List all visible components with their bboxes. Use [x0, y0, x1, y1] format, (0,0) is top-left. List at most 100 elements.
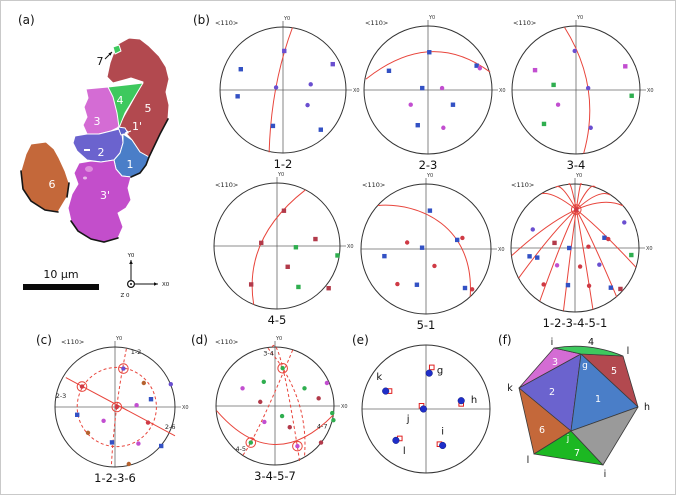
- pole-point: [567, 245, 572, 251]
- circled-pole: [118, 363, 129, 374]
- arc-label: 3-4: [263, 349, 274, 357]
- pole-point: [530, 227, 535, 232]
- pole-point: [285, 264, 290, 269]
- pole-point: [141, 380, 146, 386]
- pole-point: [262, 419, 267, 425]
- pf-caption: 1-2: [274, 157, 293, 171]
- face-gray: [570, 406, 639, 466]
- pole-point: [318, 127, 323, 132]
- common-axis-plot: g k h j l i: [361, 344, 491, 474]
- pole-point: [240, 386, 245, 391]
- pf-caption: 4-5: [268, 313, 287, 327]
- vertex-label-k: k: [507, 383, 513, 394]
- pole-point: [427, 50, 432, 55]
- circled-pole: [245, 437, 257, 448]
- pole-point: [235, 94, 240, 99]
- pole-point: [541, 282, 546, 287]
- pf-caption: 1-2-3-4-5-1: [543, 316, 608, 330]
- pf-caption: 3-4-5-7: [254, 469, 296, 483]
- grain-callout: 7: [97, 55, 104, 68]
- axis-point-label-k: k: [376, 372, 382, 383]
- pf-caption: 2-3: [419, 158, 438, 172]
- vertex-label-h: h: [644, 402, 650, 413]
- grain-boundary-dark: [20, 170, 59, 213]
- panel-label-f: (f): [498, 333, 512, 347]
- pole-point: [586, 283, 592, 288]
- pole-point: [382, 253, 387, 259]
- axis-label-x0: X0: [162, 282, 170, 288]
- stereonet-circle: [213, 182, 341, 310]
- vertex-label-i: i: [604, 469, 607, 480]
- face-label-7: 7: [574, 448, 580, 459]
- arc-label: 4-5: [235, 445, 246, 453]
- pole-figure-1-2-3-4-5-1: Y0 X0 <110> 1-2-3-4-5-1: [510, 173, 653, 330]
- axis-point-h: [457, 397, 465, 405]
- grain-7: [112, 44, 122, 55]
- circled-pole: [570, 204, 582, 215]
- pole-point: [527, 254, 532, 259]
- pole-point: [419, 245, 425, 250]
- stereonet-circle: [363, 25, 493, 155]
- misorientation-arc: [242, 349, 294, 456]
- circled-pole: [277, 362, 288, 374]
- pole-point: [623, 64, 628, 69]
- vertex-label-g: g: [582, 361, 588, 371]
- grain-3p: [67, 159, 132, 243]
- face-label-1: 1: [595, 394, 601, 405]
- pole-point: [608, 285, 614, 290]
- stereonet-circle: [215, 346, 335, 466]
- pole-point: [295, 443, 300, 449]
- pole-point: [168, 382, 173, 387]
- pole-point: [597, 262, 602, 267]
- pole-point: [145, 420, 151, 425]
- pole-point: [629, 252, 634, 258]
- pole-point: [318, 440, 324, 445]
- pole-point: [415, 123, 420, 128]
- pole-point: [79, 384, 85, 389]
- panel-label-a: (a): [18, 13, 35, 27]
- pole-point: [261, 379, 266, 385]
- arc-label: 1-2: [131, 348, 142, 356]
- arrowhead-icon: [129, 260, 133, 264]
- axis-point-i: [439, 441, 447, 450]
- pf-axis-x: X0: [499, 88, 506, 94]
- pole-point: [555, 102, 561, 107]
- pole-point: [313, 236, 318, 242]
- axis-point-label-g: g: [437, 366, 443, 377]
- scale-bar: [23, 284, 99, 290]
- stereonet-circle: [510, 183, 640, 313]
- misorientation-arc: [377, 204, 471, 297]
- pole-point: [586, 244, 591, 249]
- grain-label-4: 4: [117, 94, 124, 107]
- pole-point: [441, 125, 446, 130]
- face-label-3: 3: [552, 357, 558, 368]
- pole-point: [565, 282, 571, 288]
- face-label-2: 2: [549, 387, 555, 398]
- grain-label-5: 5: [145, 102, 152, 115]
- pole-point: [331, 417, 336, 423]
- pf-axis-y: Y0: [428, 15, 435, 21]
- pole-point: [335, 253, 340, 258]
- pole-point: [293, 245, 299, 250]
- pole-point: [75, 412, 80, 417]
- grain-boundary-dark: [130, 156, 150, 178]
- pf-caption: 5-1: [417, 318, 436, 332]
- pole-point: [134, 403, 139, 408]
- pole-point: [535, 255, 540, 260]
- circled-pole: [76, 381, 88, 392]
- pf-axis-x: X0: [498, 247, 505, 253]
- misorientation-arc: [76, 366, 157, 448]
- pole-point: [439, 85, 445, 91]
- pole-point: [606, 236, 611, 242]
- axis-point-label-h: h: [471, 395, 477, 406]
- pole-point: [574, 207, 579, 212]
- misorientation-arc: [555, 185, 618, 297]
- pole-point: [462, 285, 468, 291]
- pole-point: [238, 67, 243, 72]
- arc-label: 2-6: [165, 423, 176, 431]
- pole-point: [114, 404, 120, 410]
- stereonet-circle: [54, 346, 176, 468]
- arrowhead-icon: [154, 282, 158, 286]
- z-axis-dot-icon: [130, 283, 132, 285]
